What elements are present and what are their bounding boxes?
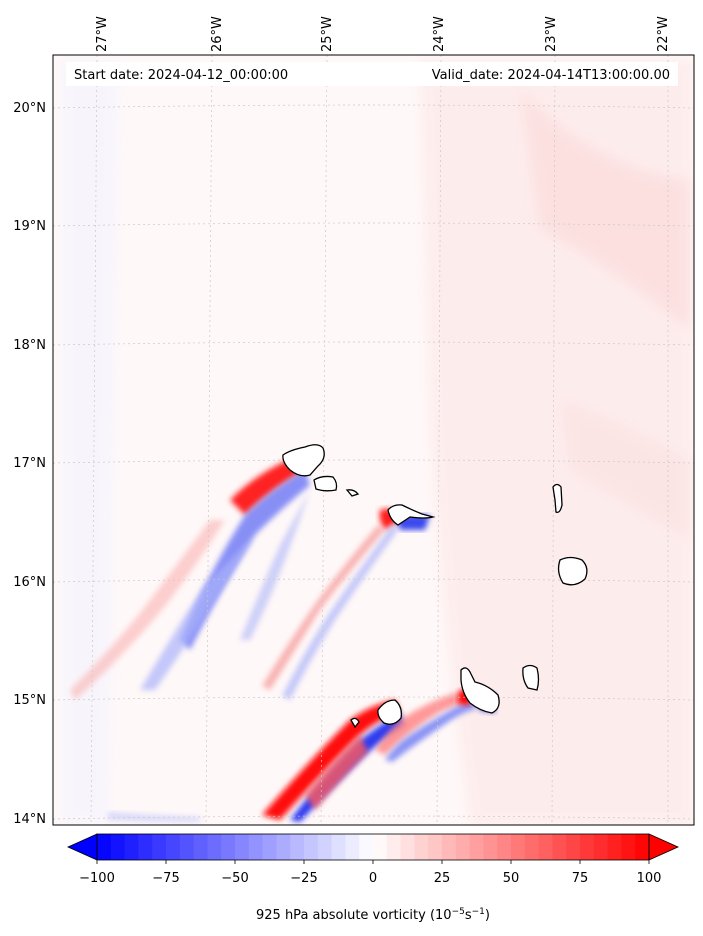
- lon-tick-label: 25°W: [320, 16, 335, 52]
- island-boa-vista: [557, 556, 588, 586]
- colorbar-title: 925 hPa absolute vorticity (10−5s−1): [256, 907, 490, 923]
- map-panel: [52, 54, 695, 826]
- lat-tick-label: 17°N: [13, 456, 46, 471]
- colorbar-segment: [524, 834, 540, 860]
- colorbar-tick-label: −100: [79, 871, 115, 886]
- island-santiago: [460, 667, 500, 714]
- colorbar-segment: [497, 834, 512, 860]
- colorbar-segment: [552, 834, 567, 860]
- colorbar-segment: [124, 834, 139, 860]
- lat-tick-label: 18°N: [13, 338, 46, 353]
- colorbar-segment: [593, 834, 609, 860]
- colorbar-tick-label: 0: [369, 871, 377, 886]
- colorbar-segment: [442, 834, 457, 860]
- colorbar-tick-label: −25: [290, 871, 317, 886]
- start-date-label: Start date: 2024-04-12_00:00:00: [74, 68, 288, 83]
- colorbar-max-extend: [648, 833, 679, 861]
- island-brava: [350, 717, 360, 729]
- colorbar-segment: [110, 834, 126, 860]
- lon-tick-label: 27°W: [95, 16, 110, 52]
- lon-tick-label: 26°W: [210, 16, 225, 52]
- colorbar: −100 −75 −50 −25 0 25 50 75 100 925 hPa absolute…: [67, 833, 679, 923]
- colorbar-segment: [345, 834, 360, 860]
- island-santa-luzia: [345, 489, 360, 497]
- lat-tick-label: 19°N: [13, 219, 46, 234]
- lon-tick-label: 23°W: [544, 16, 559, 52]
- colorbar-tick-label: 25: [434, 871, 451, 886]
- colorbar-segment: [400, 834, 415, 860]
- colorbar-segment: [152, 834, 167, 860]
- colorbar-segments: [97, 834, 650, 860]
- colorbar-segment: [193, 834, 208, 860]
- colorbar-tick-label: 75: [572, 871, 589, 886]
- colorbar-segment: [511, 834, 526, 860]
- colorbar-tick-label: 100: [637, 871, 662, 886]
- colorbar-segment: [469, 834, 484, 860]
- colorbar-min-extend: [67, 833, 98, 861]
- island-sao-nicolau: [387, 504, 436, 526]
- lon-tick-label: 24°W: [432, 16, 447, 52]
- island-outlines: [282, 444, 588, 729]
- colorbar-segment: [317, 834, 333, 860]
- map-frame: [52, 54, 695, 826]
- valid-date-label: Valid_date: 2024-04-14T13:00:00.00: [432, 68, 670, 83]
- colorbar-segment: [580, 834, 595, 860]
- colorbar-ticks: −100 −75 −50 −25 0 25 50 75 100: [79, 860, 661, 886]
- colorbar-segment: [304, 834, 319, 860]
- longitude-tick-labels: 27°W 26°W 25°W 24°W 23°W 22°W: [95, 16, 671, 52]
- colorbar-segment: [138, 834, 153, 860]
- colorbar-segment: [248, 834, 264, 860]
- graticule: [53, 55, 694, 825]
- lat-tick-label: 14°N: [13, 812, 46, 827]
- colorbar-tick-label: −75: [152, 871, 179, 886]
- colorbar-segment: [566, 834, 581, 860]
- colorbar-segment: [166, 834, 181, 860]
- island-maio: [522, 664, 540, 691]
- island-sal: [552, 483, 563, 513]
- colorbar-segment: [276, 834, 291, 860]
- colorbar-segment: [414, 834, 429, 860]
- island-santo-antao: [282, 444, 325, 477]
- colorbar-segment: [428, 834, 443, 860]
- colorbar-segment: [235, 834, 250, 860]
- colorbar-segment: [290, 834, 305, 860]
- colorbar-segment: [97, 834, 112, 860]
- colorbar-segment: [331, 834, 346, 860]
- header-box: [66, 62, 678, 86]
- lat-tick-label: 16°N: [13, 575, 46, 590]
- island-fogo: [377, 699, 403, 725]
- colorbar-segment: [635, 834, 650, 860]
- colorbar-tick-label: 50: [503, 871, 520, 886]
- colorbar-segment: [262, 834, 277, 860]
- lon-tick-label: 22°W: [656, 16, 671, 52]
- colorbar-segment: [207, 834, 222, 860]
- colorbar-segment: [373, 834, 388, 860]
- colorbar-tick-label: −50: [221, 871, 248, 886]
- colorbar-segment: [607, 834, 622, 860]
- colorbar-segment: [621, 834, 636, 860]
- colorbar-segment: [455, 834, 471, 860]
- lat-tick-label: 15°N: [13, 693, 46, 708]
- colorbar-segment: [483, 834, 498, 860]
- colorbar-segment: [179, 834, 195, 860]
- lat-tick-label: 20°N: [13, 101, 46, 116]
- island-sao-vicente: [313, 475, 338, 492]
- colorbar-segment: [538, 834, 553, 860]
- colorbar-segment: [359, 834, 374, 860]
- colorbar-segment: [386, 834, 402, 860]
- latitude-tick-labels: 20°N 19°N 18°N 17°N 16°N 15°N 14°N: [13, 101, 46, 827]
- colorbar-segment: [221, 834, 236, 860]
- vorticity-field: [60, 60, 694, 825]
